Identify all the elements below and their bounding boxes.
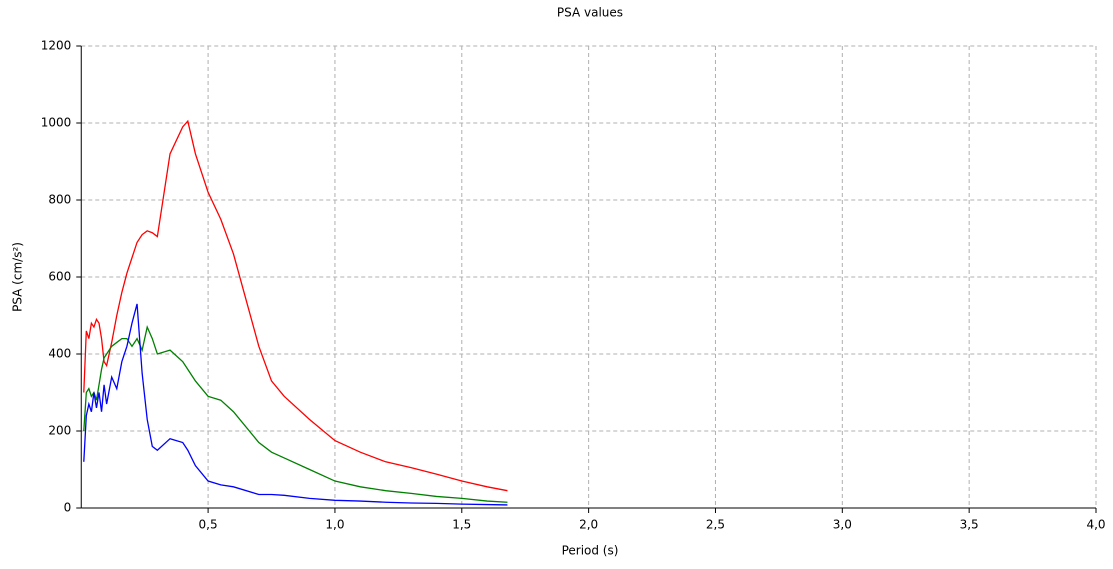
x-tick-label: 2,0 bbox=[579, 518, 598, 532]
line-series bbox=[83, 119, 508, 492]
x-tick-label: 3,5 bbox=[960, 518, 979, 532]
line-series bbox=[83, 303, 508, 506]
x-tick-label: 0,5 bbox=[199, 518, 218, 532]
y-tick-label: 200 bbox=[48, 424, 71, 438]
y-axis-label: PSA (cm/s²) bbox=[11, 242, 25, 312]
y-tick-label: 800 bbox=[48, 193, 71, 207]
x-tick-label: 4,0 bbox=[1086, 518, 1105, 532]
y-tick-label: 1200 bbox=[41, 39, 72, 53]
x-tick-label: 2,5 bbox=[706, 518, 725, 532]
x-tick-label: 1,0 bbox=[325, 518, 344, 532]
x-tick-label: 1,5 bbox=[452, 518, 471, 532]
x-tick-label: 3,0 bbox=[833, 518, 852, 532]
line-series bbox=[83, 324, 508, 503]
y-tick-label: 1000 bbox=[41, 116, 72, 130]
chart-title: PSA values bbox=[557, 6, 623, 20]
y-tick-label: 600 bbox=[48, 270, 71, 284]
x-axis-label: Period (s) bbox=[562, 544, 619, 558]
y-tick-label: 400 bbox=[48, 347, 71, 361]
y-tick-label: 0 bbox=[64, 501, 72, 515]
